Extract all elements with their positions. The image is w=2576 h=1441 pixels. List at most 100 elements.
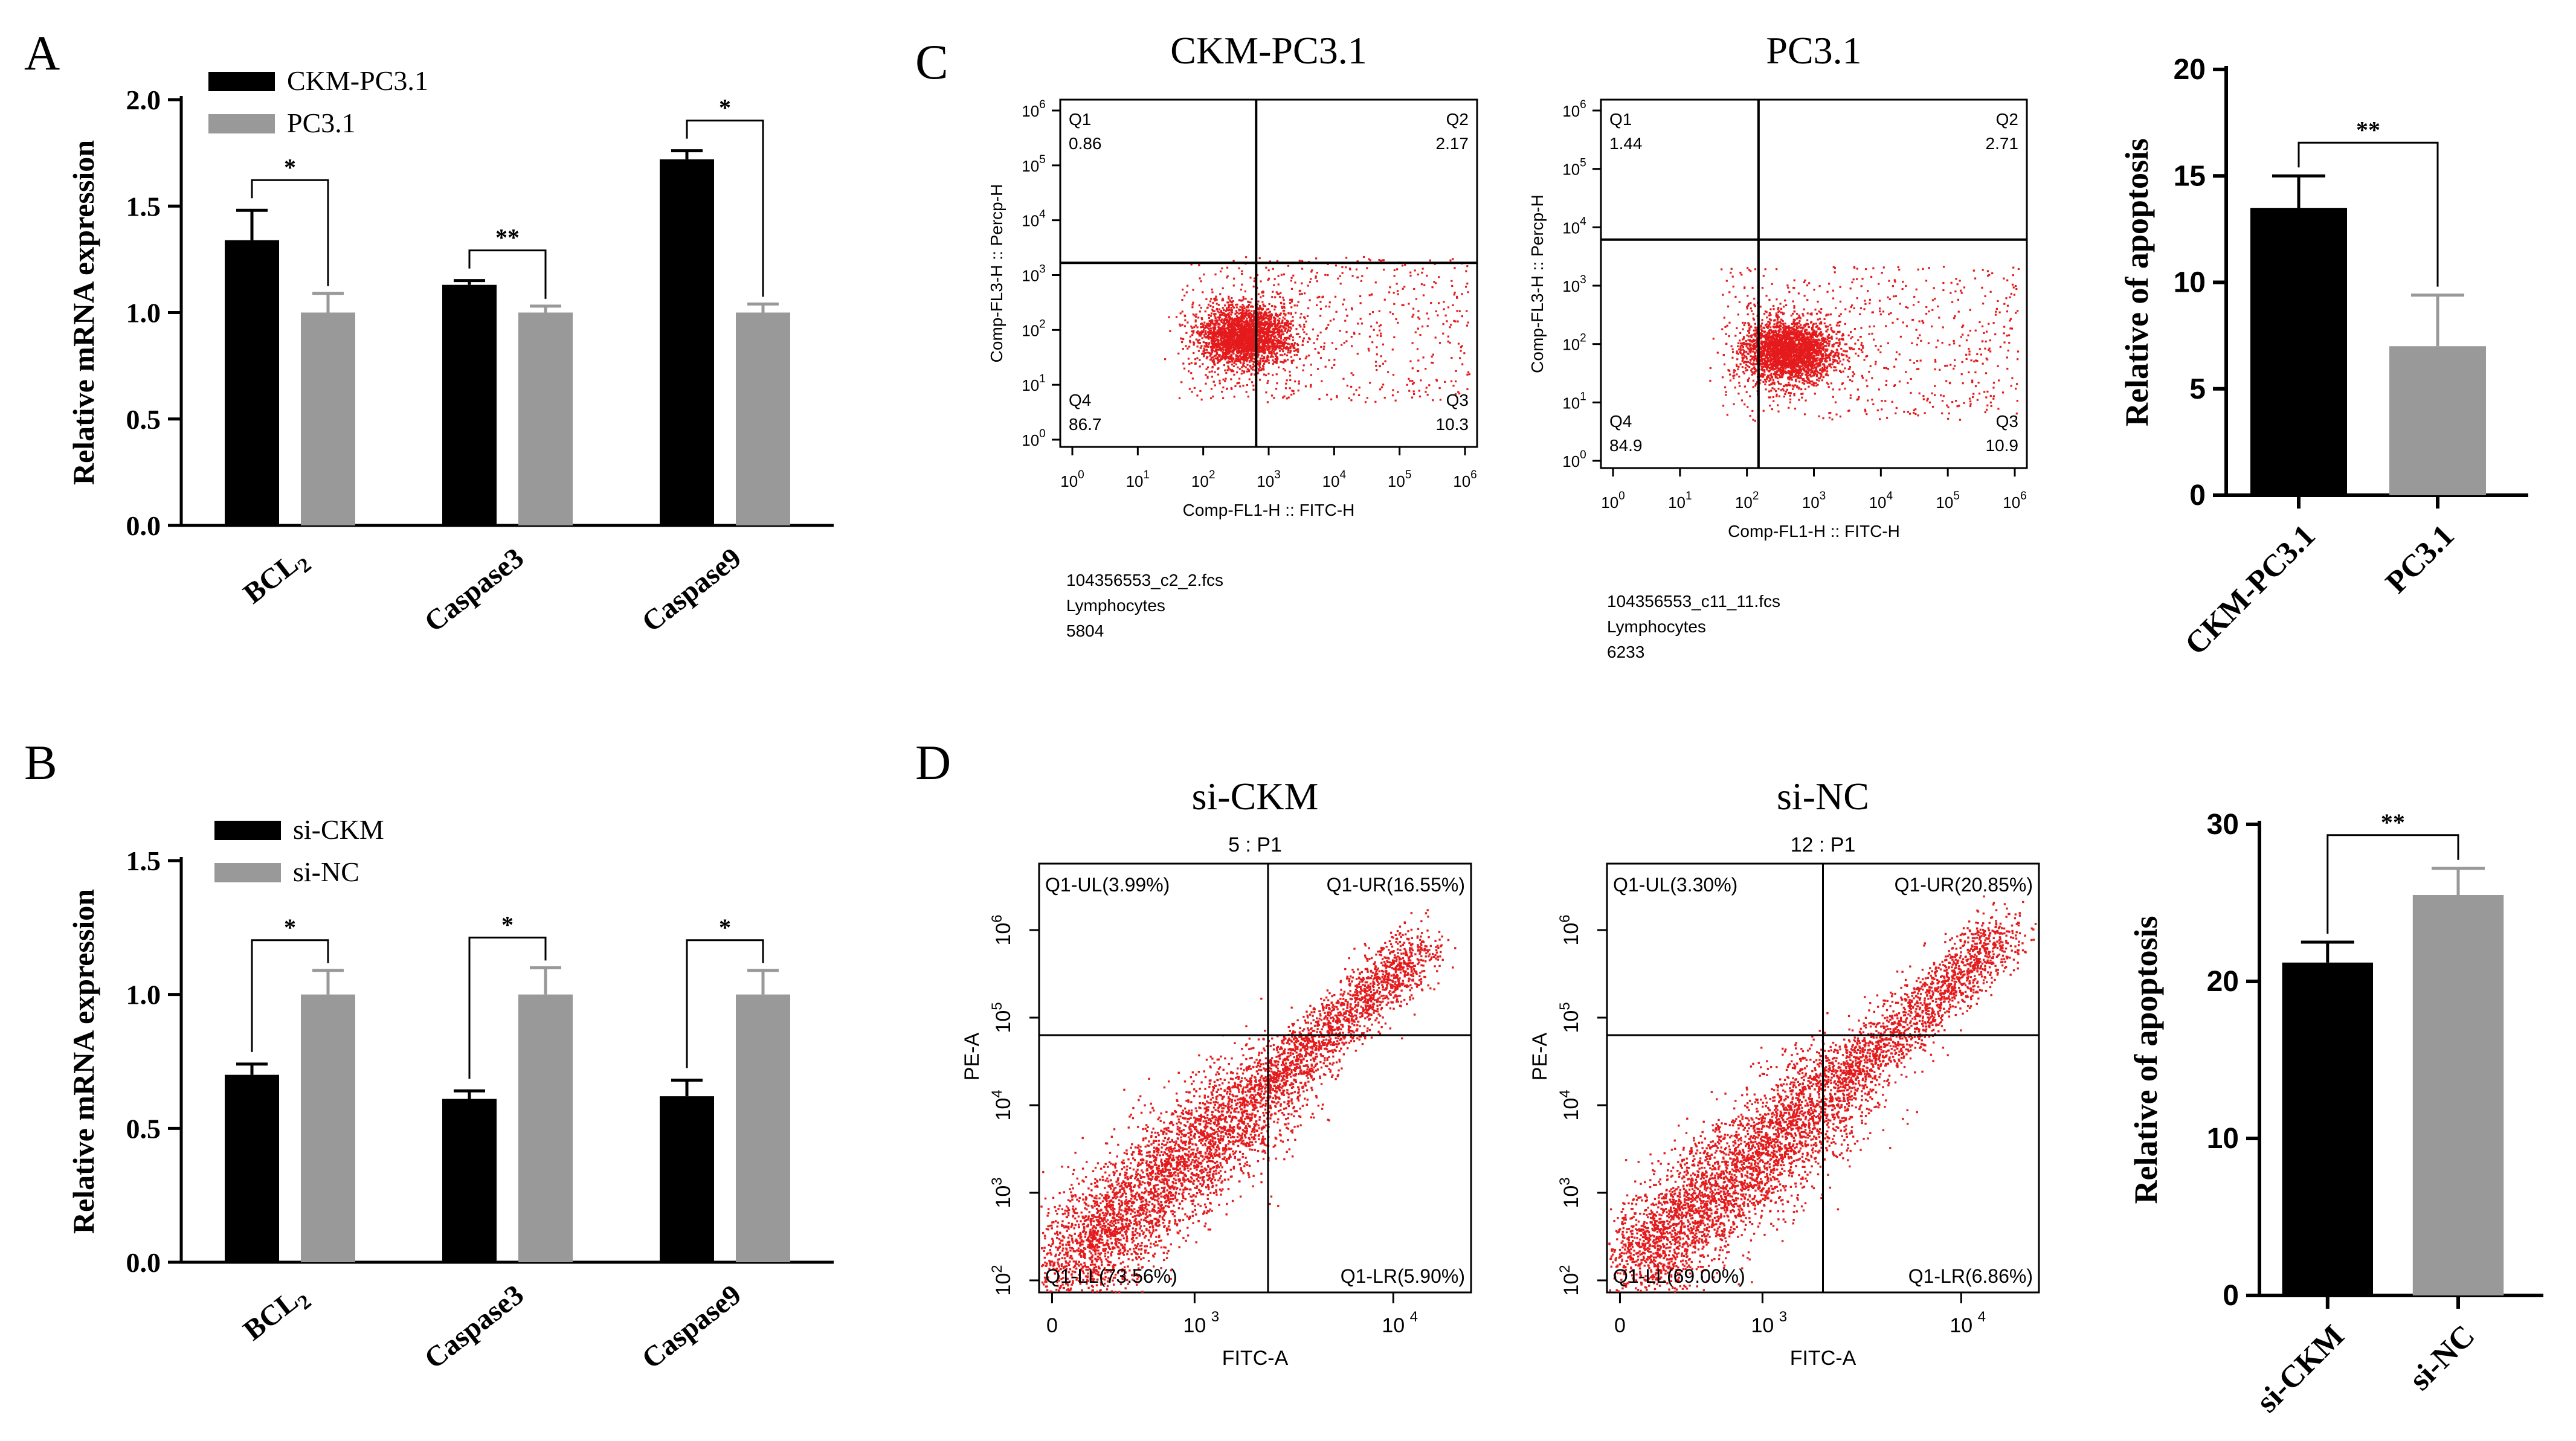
flow-point: [1404, 263, 1406, 266]
flow-point: [1244, 324, 1246, 326]
flow-point: [1287, 330, 1289, 332]
flow-point: [1185, 291, 1188, 294]
flow-point: [1270, 314, 1273, 316]
flow-point: [1228, 315, 1230, 318]
flow-point: [1252, 384, 1255, 387]
x-tick-label: 103: [1257, 469, 1281, 490]
flow-point: [1242, 358, 1245, 361]
flow-point: [1250, 339, 1252, 341]
flow-point: [1268, 345, 1270, 347]
flow-point: [1292, 336, 1294, 339]
flow-point: [1422, 294, 1425, 297]
flow-point: [1310, 385, 1312, 388]
flow-point: [1216, 336, 1219, 338]
flow-point: [1188, 345, 1191, 348]
flow-point: [1193, 326, 1196, 329]
flow-point: [1315, 277, 1317, 279]
flow-point: [1389, 286, 1391, 289]
flow-point: [1826, 350, 1828, 352]
legend-swatch: [214, 821, 281, 840]
flow-point: [1200, 331, 1202, 333]
flow-point: [1266, 308, 1268, 311]
flow-point: [1273, 335, 1275, 338]
flow-point: [1250, 332, 1253, 335]
flow-point: [1303, 326, 1306, 328]
flow-point: [1267, 269, 1270, 272]
flow-point: [1233, 347, 1235, 350]
flow-point: [1230, 335, 1232, 337]
y-tick-label: 0.0: [126, 510, 161, 541]
flow-point: [1275, 337, 1278, 340]
flow-point: [1283, 353, 1286, 356]
flow-point: [1231, 342, 1234, 345]
flow-point: [1253, 324, 1255, 327]
flow-point: [1823, 363, 1826, 365]
flow-point: [1257, 314, 1260, 316]
flow-point: [1791, 379, 1793, 381]
flow-point: [1194, 358, 1197, 361]
flow-point: [1253, 339, 1256, 342]
flow-point: [1283, 307, 1286, 309]
flow-point: [1229, 329, 1231, 331]
flow-point: [1256, 353, 1259, 356]
flow-point: [1222, 354, 1225, 357]
flow-point: [1356, 260, 1359, 263]
flow-point: [1380, 386, 1383, 388]
flow-point: [1278, 293, 1280, 295]
flow-point: [1818, 318, 1821, 320]
category-label: Caspase3: [419, 1279, 530, 1375]
flow-point: [1249, 326, 1251, 329]
flow-point: [1268, 351, 1270, 354]
flow-point: [1358, 394, 1360, 396]
flow-point: [1744, 385, 1746, 388]
flow-point: [1284, 313, 1287, 316]
flow-point: [1266, 382, 1269, 385]
flow-point: [1417, 310, 1420, 312]
flow-point: [1391, 348, 1394, 351]
flow-point: [1241, 317, 1243, 319]
flow-point: [1833, 343, 1835, 345]
flow-point: [1231, 311, 1234, 313]
flow-point: [1760, 342, 1762, 345]
flow-point: [1215, 344, 1217, 346]
flow-point: [1833, 369, 1835, 372]
flow-point: [1257, 300, 1260, 303]
flow-point: [1287, 351, 1289, 354]
flow-point: [1753, 333, 1756, 336]
flow-point: [1214, 342, 1216, 345]
y-tick-exponent: 6: [1039, 98, 1046, 111]
flow-point: [1281, 306, 1283, 308]
flow-point: [1296, 353, 1298, 356]
flow-point: [1787, 366, 1789, 368]
flow-point: [1277, 275, 1280, 277]
flow-point: [1298, 380, 1300, 383]
flow-point: [1264, 314, 1267, 316]
flow-point: [1290, 327, 1292, 330]
flow-point: [1274, 353, 1277, 356]
flow-point: [1199, 359, 1201, 361]
flow-point: [1455, 380, 1457, 383]
flow-point: [1240, 300, 1243, 302]
panel-letter: C: [915, 34, 948, 89]
flow-point: [1225, 350, 1227, 352]
flow-point: [1382, 384, 1385, 386]
flow-point: [1237, 366, 1239, 368]
flow-point: [1252, 306, 1254, 308]
flow-point: [1278, 317, 1281, 320]
flow-point: [1222, 307, 1224, 309]
flow-point: [1815, 362, 1818, 365]
flow-point: [1290, 342, 1293, 345]
flow-point: [1193, 314, 1196, 317]
flow-point: [1301, 344, 1304, 346]
flow-point: [1299, 358, 1301, 361]
flow-point: [1771, 387, 1774, 390]
flow-point: [1168, 316, 1170, 318]
flow-point: [1239, 359, 1241, 362]
y-tick-label: 1.5: [126, 191, 161, 222]
flow-point: [1210, 356, 1212, 359]
x-tick-label: 106: [1453, 469, 1477, 490]
flow-point: [1773, 304, 1775, 307]
flow-point: [1272, 344, 1275, 346]
flow-point: [1227, 312, 1229, 315]
flow-point: [1320, 345, 1322, 348]
